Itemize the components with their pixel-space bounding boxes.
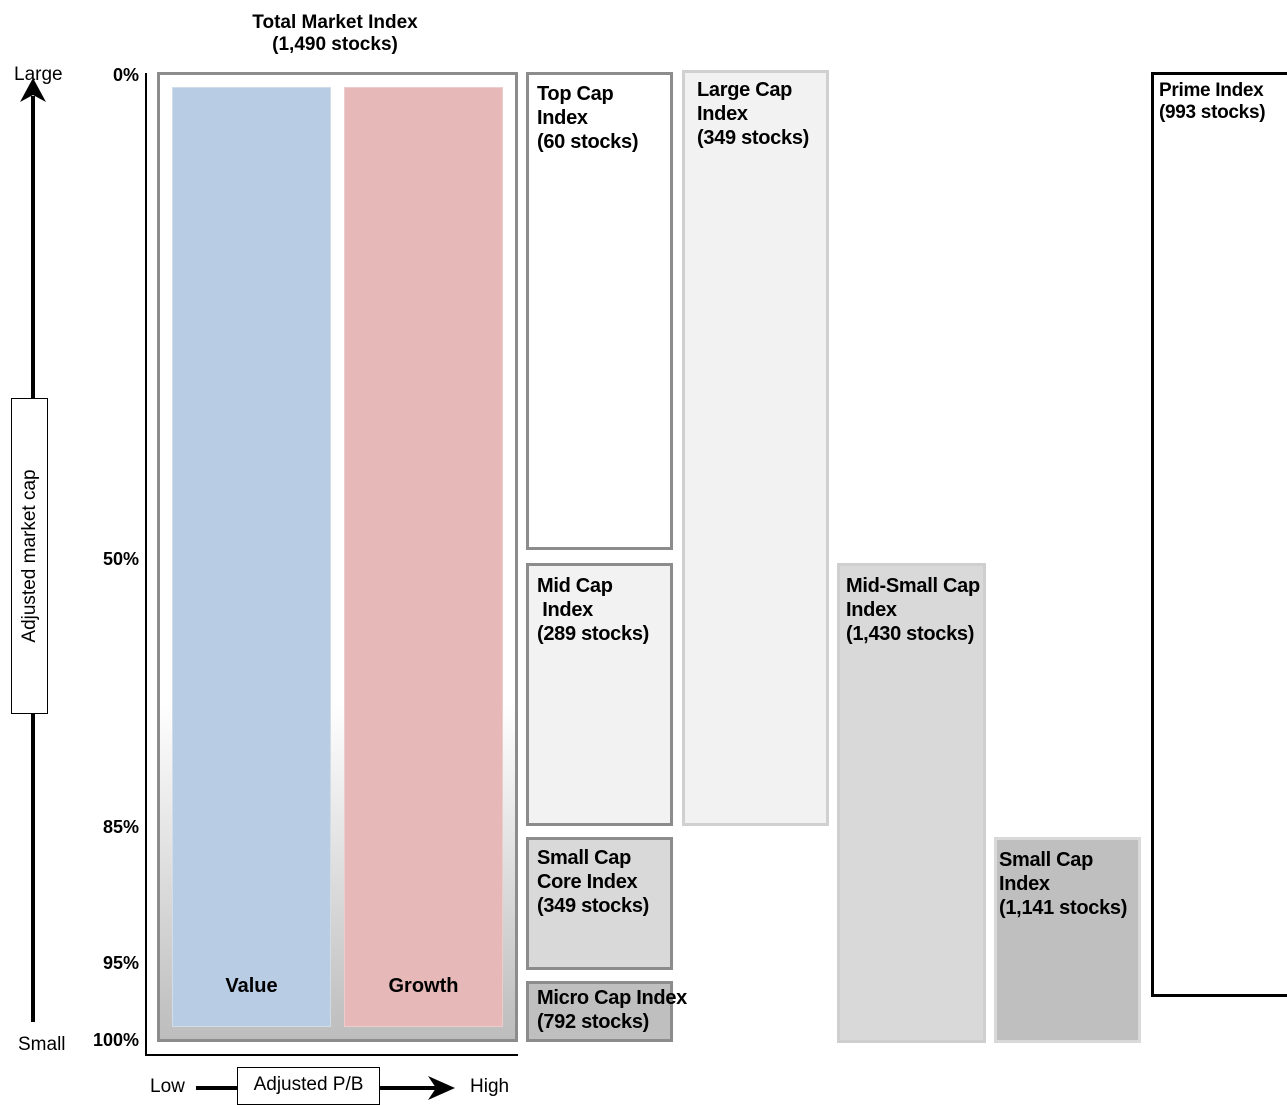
growth-label: Growth	[388, 975, 459, 997]
total-market-title: Total Market Index (1,490 stocks)	[175, 12, 495, 56]
pb-high-label: High	[470, 1076, 510, 1097]
market-cap-axis-label: Adjusted market cap	[18, 469, 40, 643]
large-cap-box	[682, 70, 829, 826]
x-axis-line	[145, 1054, 518, 1056]
micro-cap-label: Micro Cap Index (792 stocks)	[537, 987, 687, 1033]
prime-box	[1151, 72, 1287, 997]
tick-0: 0%	[112, 65, 139, 85]
mid-cap-label: Mid Cap Index (289 stocks)	[537, 575, 650, 645]
growth-column	[344, 87, 503, 1027]
large-cap-label: Large Cap Index (349 stocks)	[697, 79, 810, 149]
tick-85: 85%	[102, 817, 139, 837]
small-cap-box	[994, 837, 1141, 1043]
prime-label: Prime Index (993 stocks)	[1159, 80, 1266, 123]
top-cap-label: Top Cap Index (60 stocks)	[537, 83, 639, 153]
y-axis-line	[145, 73, 147, 1056]
value-column	[172, 87, 331, 1027]
mid-small-cap-box	[837, 563, 986, 1043]
title-line-1: Total Market Index	[252, 12, 418, 33]
pb-axis-label: Adjusted P/B	[253, 1074, 364, 1095]
axis-top-label: Large	[14, 64, 63, 85]
value-label: Value	[225, 975, 278, 997]
title-line-2: (1,490 stocks)	[272, 34, 398, 55]
micro-cap-box	[526, 981, 673, 1042]
small-cap-core-label: Small Cap Core Index (349 stocks)	[537, 847, 650, 917]
tick-50: 50%	[102, 549, 139, 569]
pb-label-box: Adjusted P/B	[237, 1067, 380, 1105]
small-cap-core-box	[526, 837, 673, 970]
small-cap-label: Small Cap Index (1,141 stocks)	[999, 849, 1128, 919]
mid-cap-box	[526, 563, 673, 826]
top-cap-box	[526, 72, 673, 550]
tick-100: 100%	[92, 1030, 139, 1050]
pb-low-label: Low	[150, 1076, 185, 1097]
tick-95: 95%	[102, 953, 139, 973]
mid-small-cap-label: Mid-Small Cap Index (1,430 stocks)	[846, 575, 980, 645]
axis-bottom-label: Small	[18, 1034, 66, 1055]
market-cap-label-box: Adjusted market cap	[11, 398, 48, 714]
